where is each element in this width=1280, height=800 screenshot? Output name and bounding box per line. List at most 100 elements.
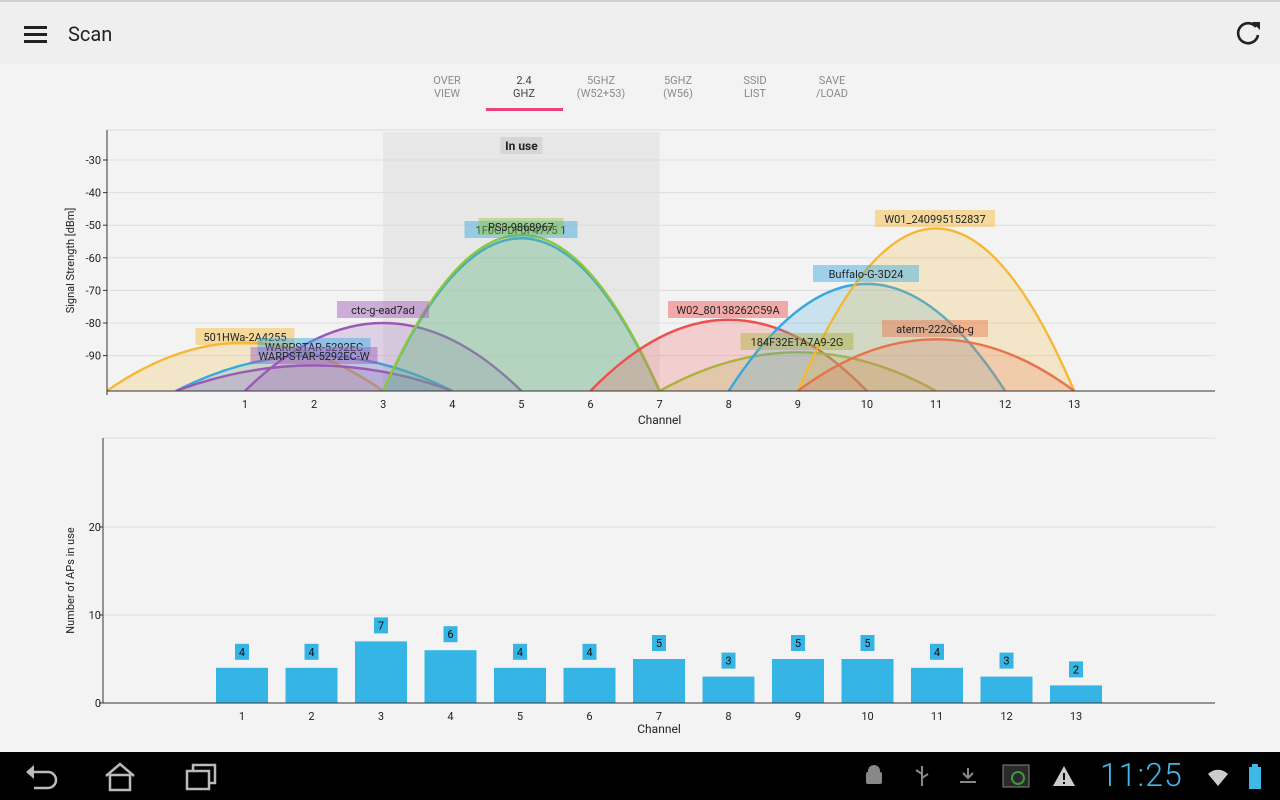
y-tick-label: -70 [86,284,101,297]
x-tick-label: 1 [239,710,245,723]
ap-bar-label: 4 [586,646,592,659]
ap-bars: 4 4 7 6 4 4 5 3 5 5 4 3 2 [216,617,1102,703]
ssid-label: 1F0CFDF0F4775 1 [476,224,567,237]
home-button[interactable] [100,760,140,794]
ap-bar-label: 4 [239,646,245,659]
y-tick-label: 0 [95,697,101,710]
x-tick-label: 2 [311,398,317,411]
ap-bar-label-bg [999,652,1014,669]
ssid-label: W02_80138262C59A [676,304,780,317]
tab-5ghz-w56[interactable]: 5GHZ (W56) [663,74,693,100]
screenshot-icon [1002,764,1030,788]
ap-bar-label: 2 [1073,663,1079,676]
ap-bar-label: 7 [378,619,384,632]
ap-x-axis-label: Channel [637,722,680,736]
signal-curve [175,354,453,391]
ap-bar [633,659,685,703]
recent-apps-button[interactable] [182,760,222,794]
ap-bar-label-bg [1069,661,1083,678]
signal-curve [796,227,1076,391]
tab-bar: OVER VIEW 2.4 GHZ 5GHZ (W52+53) 5GHZ (W56) S… [0,64,1280,114]
signal-strength-chart: -30-40-50-60-70-80-901 2 3 4 5 6 7 8 9 10 11 12 13 5… [64,129,1215,425]
back-button[interactable] [22,760,62,794]
ssid-label-bg [813,265,919,282]
ap-bar [355,641,407,703]
ap-bar-label-bg [374,617,388,634]
ap-bar-label: 4 [308,646,314,659]
x-tick-label: 3 [378,710,384,723]
ap-y-axis-label: Number of APs in use [64,527,77,634]
ssid-label: 501HWa-2A4255 [203,331,286,344]
ap-bar [563,667,616,703]
y-tick-label: -30 [86,154,101,167]
ap-bar-label-bg [443,626,458,643]
ap-bar-label: 5 [864,637,870,650]
signal-y-axis-label: Signal Strength [dBm] [64,208,77,314]
refresh-icon[interactable] [1232,18,1264,50]
system-navigation-bar: 11:25 [0,752,1280,800]
x-tick-label: 12 [999,398,1011,411]
ssid-label-bg [464,221,578,238]
signal-curve [107,341,384,391]
ap-bar [424,650,477,703]
tab-save-load[interactable]: SAVE/LOAD [816,74,848,100]
ssid-label-bg [882,320,988,337]
x-tick-label: 4 [449,398,455,411]
signal-labels: 501HWa-2A4255WARPSTAR-5292ECWARPSTAR-529… [195,210,995,364]
signal-curve [797,338,1075,391]
x-tick-label: 7 [656,710,662,723]
active-tab-indicator [486,108,563,111]
tab-overview[interactable]: OVER VIEW [433,74,461,100]
ap-bar [772,659,824,703]
y-tick-label: 20 [89,521,101,534]
signal-curve [175,364,453,391]
x-tick-label: 12 [1000,710,1012,723]
ap-bar [1050,685,1102,703]
tab-2-4ghz[interactable]: 2.4 GHZ [513,74,535,100]
signal-curve [244,321,523,391]
tab-5ghz-w52-53[interactable]: 5GHZ (W52+53) [576,74,626,100]
ap-bar-label-bg [721,652,736,669]
wifi-icon [1206,764,1230,788]
ap-bar [216,667,268,703]
ap-bar-label: 3 [725,655,731,668]
tab-ssid-list[interactable]: SSID LIST [743,74,767,100]
ssid-label: aterm-222c6b-g [896,323,974,336]
signal-areas [107,227,1076,391]
signal-curve [589,318,868,391]
signal-curve [659,351,937,391]
in-use-label-bg [500,137,543,154]
app-bar: Scan [0,0,1280,64]
ap-bar [911,667,963,703]
signal-grid [107,129,1215,357]
y-tick-label: -40 [86,187,101,200]
warning-icon [1052,764,1076,788]
ssid-label: 184F32E1A7A9-2G [751,336,844,349]
ssid-label-bg [195,328,295,345]
ssid-label-bg [478,218,564,235]
ap-bar-label-bg [930,643,944,660]
signal-x-axis-label: Channel [638,413,681,425]
ap-bar-label-bg [791,635,805,651]
x-tick-label: 2 [308,710,314,723]
ap-bar-label: 5 [795,637,801,650]
x-tick-label: 10 [861,710,873,723]
ap-bar-label-bg [652,635,666,651]
ap-bar [980,676,1033,703]
usb-icon [910,764,934,788]
ssid-label-bg [257,338,371,355]
app-title: Scan [68,22,113,46]
ap-bar [285,667,338,703]
ap-bar-label: 3 [1003,655,1009,668]
x-tick-label: 6 [587,398,593,411]
ssid-label: Buffalo-G-3D24 [829,268,904,281]
ap-bar-label-bg [513,643,527,660]
ssid-label-bg [250,347,378,364]
ssid-label-bg [337,301,429,318]
x-tick-label: 1 [242,398,248,411]
x-tick-label: 9 [795,710,801,723]
menu-icon[interactable] [20,20,52,48]
y-tick-label: 10 [89,609,101,622]
ap-bar-label: 4 [517,646,523,659]
x-tick-label: 7 [657,398,663,411]
